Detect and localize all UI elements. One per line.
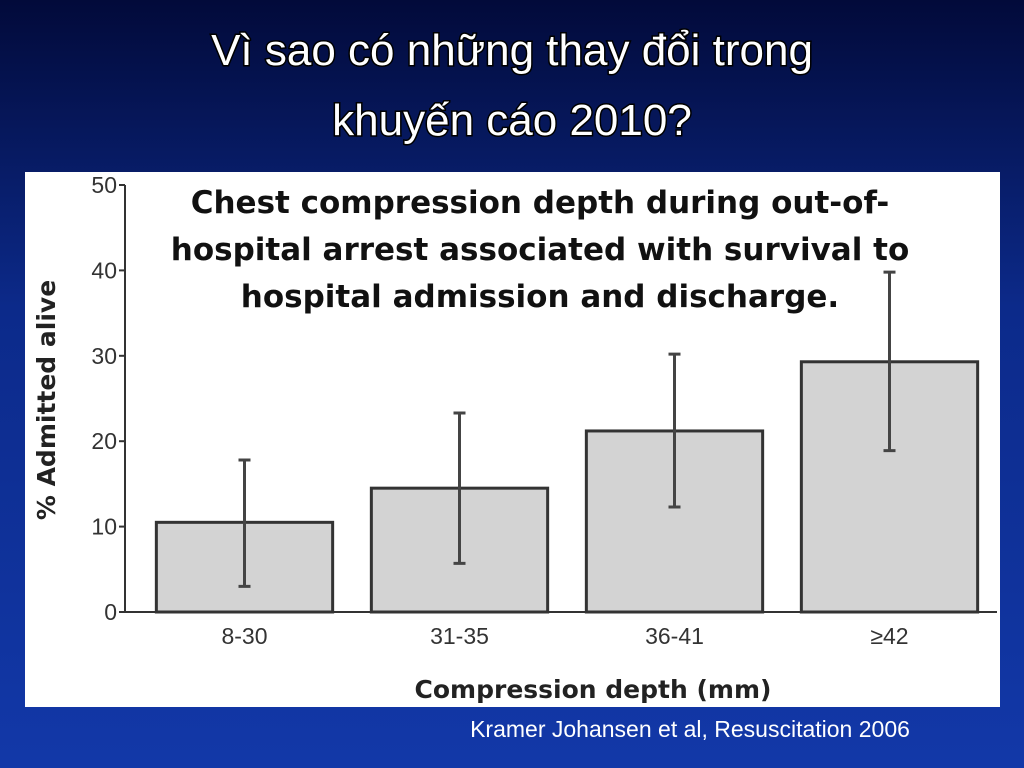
y-tick-label: 50 bbox=[91, 172, 117, 198]
error-bar bbox=[238, 458, 251, 588]
x-axis-label: Compression depth (mm) bbox=[415, 675, 772, 704]
error-bar bbox=[883, 270, 896, 453]
x-tick-label: 31-35 bbox=[430, 623, 489, 649]
slide-title: Vì sao có những thay đổi trong bbox=[211, 26, 813, 75]
y-tick-label: 0 bbox=[104, 599, 117, 625]
y-axis-label: % Admitted alive bbox=[32, 280, 61, 520]
chart-title: hospital admission and discharge. bbox=[241, 279, 839, 315]
x-tick-label: 36-41 bbox=[645, 623, 704, 649]
source-citation: Kramer Johansen et al, Resuscitation 200… bbox=[470, 716, 910, 742]
bar bbox=[799, 360, 980, 614]
y-tick-label: 20 bbox=[91, 428, 117, 454]
y-tick-label: 30 bbox=[91, 343, 117, 369]
x-tick-label: 8-30 bbox=[221, 623, 267, 649]
chart-title: Chest compression depth during out-of- bbox=[191, 185, 890, 221]
y-tick-label: 40 bbox=[91, 257, 117, 283]
x-tick-label: ≥42 bbox=[870, 623, 908, 649]
error-bar bbox=[668, 352, 681, 509]
y-tick-label: 10 bbox=[91, 514, 117, 540]
error-bar bbox=[453, 411, 466, 565]
chart-title: hospital arrest associated with survival… bbox=[171, 232, 910, 268]
slide-title: khuyến cáo 2010? bbox=[332, 96, 692, 145]
